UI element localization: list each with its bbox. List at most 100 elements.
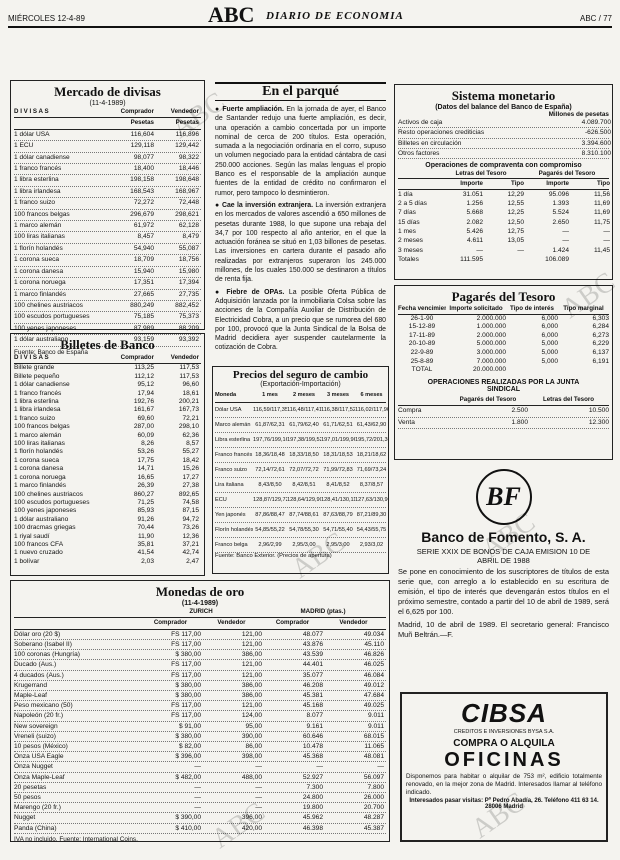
table-row: TOTAL 20.000.000 (398, 366, 609, 375)
cell: 127,63/130,90 (355, 497, 388, 503)
cell: 2.000.000 (476, 331, 506, 339)
cell: 15 días (398, 218, 420, 226)
cell: — (377, 763, 384, 771)
cell: 45.368 (302, 753, 323, 761)
table-row: Yen japonés 87,86/88,47 87,74/88,61 87,63/8… (215, 508, 386, 523)
cell: 161,67 (133, 406, 154, 414)
cell: 87,989 (133, 324, 154, 332)
cell: 6,000 (541, 331, 558, 339)
cell: 54,940 (133, 244, 154, 252)
cell: ECU (215, 497, 227, 503)
section-date: (11-4-1989) (89, 100, 126, 107)
cell: Nugget (14, 814, 36, 822)
paragraph-lead: Cae la inversión extranjera. (222, 201, 313, 209)
cell: 1 bolívar (14, 557, 40, 565)
cell: 6,284 (592, 323, 609, 331)
cell: 892,65 (178, 490, 199, 498)
table-row: 1 bolívar 2,03 2,47 (14, 558, 201, 566)
logo: CIBSA (461, 698, 547, 728)
table-row: 1 nuevo cruzado 41,54 42,74 (14, 549, 201, 557)
table-row: Onza Maple-Leaf $ 482,00 488,00 52.927 56.09… (14, 773, 386, 783)
cell: 1 franco suizo (14, 414, 56, 422)
cell: 95,12 (137, 381, 154, 389)
cell: 10 pesos (México) (14, 743, 68, 751)
cell: 1 franco suizo (14, 199, 56, 207)
cell: 52.927 (302, 773, 323, 781)
cell: — (603, 237, 610, 245)
table-row: Ducado (Aus.) FS 117,00 121,00 44.401 46.025 (14, 660, 386, 671)
table-row: Panda (China) $ 410,00 420,00 46.398 45.387 (14, 824, 386, 834)
cell: 1.256 (466, 200, 483, 208)
table-row: 100 liras italianas 8,457 8,479 (14, 232, 201, 244)
cell: 2.500 (511, 407, 528, 415)
cell: 1 dólar canadiense (14, 153, 70, 161)
cell: 1 dólar canadiense (14, 381, 70, 389)
cell: Letras del Tesoro (542, 395, 595, 403)
cell: Activos de caja (398, 119, 443, 126)
cell: 41,54 (137, 549, 154, 557)
cell: MADRID (ptas.) (300, 608, 346, 615)
cell: 72,21 (182, 414, 199, 422)
ad-subtitle: SERIE XXIX DE BONOS DE CAJA EMISION 10 D… (416, 547, 591, 565)
cell: 882,452 (175, 301, 199, 309)
cell: 45.962 (302, 814, 323, 822)
table-row: 1 corona danesa 14,71 15,26 (14, 465, 201, 473)
cell: 11,75 (593, 218, 610, 226)
ad-body: Se pone en conocimiento de los suscripto… (398, 567, 609, 616)
cibsa-ad: CIBSA CREDITOS E INVERSIONES BYSA S.A. COM… (400, 692, 608, 842)
cell: Vreneli (suizo) (14, 732, 56, 740)
subsection-title: OPERACIONES REALIZADAS POR LA JUNTA SIND… (427, 378, 580, 393)
cell: 7.800 (367, 783, 384, 791)
cell: 8,42/8,51 (292, 482, 316, 488)
table-row: Marengo (20 fr.) — — 19.800 20.700 (14, 803, 386, 814)
cell: 35,81 (137, 540, 154, 548)
cell: 17,75 (137, 456, 154, 464)
cell: 12,36 (182, 532, 199, 540)
cell: 10.478 (302, 743, 323, 751)
cell: 128,64/129,90 (287, 497, 321, 503)
cell: 15,26 (182, 465, 199, 473)
cell: 22-9-89 (410, 348, 434, 356)
cell: Franco suizo (215, 467, 248, 473)
cell: 61,972 (133, 222, 154, 230)
section-title: Sistema monetario (451, 88, 556, 103)
source: Fuente: Banco Exterior. (Precios de aper… (215, 553, 332, 559)
table-row: 1 marco alemán 60,09 62,36 (14, 432, 201, 440)
cell: 27,665 (133, 290, 154, 298)
cell: 1 libra irlandesa (14, 406, 61, 414)
cell: 95,00 (245, 722, 262, 730)
cell: 386,00 (241, 651, 262, 659)
section-title: Monedas de oro (155, 584, 245, 599)
cell: 48.287 (363, 814, 384, 822)
cell: 3 meses (398, 246, 423, 254)
ad-signature: Madrid, 10 de abril de 1989. El secretar… (398, 620, 609, 639)
cell: $ 380,00 (175, 732, 201, 740)
cell: 12,50 (507, 218, 524, 226)
cell: FS 117,00 (171, 641, 201, 649)
cell: 37,21 (182, 540, 199, 548)
cell: 45.381 (302, 692, 323, 700)
cell: 168,543 (130, 187, 154, 195)
cell: 8,37/8,57 (359, 482, 384, 488)
cell: 11,56 (593, 190, 610, 198)
cell: 1 dólar USA (14, 130, 50, 138)
sistema-box: Sistema monetario (Datos del balance del … (394, 84, 613, 280)
cell: 128,41/130,11 (321, 497, 355, 503)
cell: 5.426 (466, 227, 483, 235)
cell: 2,93/3,02 (359, 542, 384, 548)
cell: Napoleón (20 fr.) (14, 712, 64, 720)
cell: 100 francos belgas (14, 423, 70, 431)
cell: 8,479 (182, 233, 199, 241)
table-row: 1 franco francés 17,94 18,61 (14, 390, 201, 398)
cell: 4.611 (466, 237, 483, 245)
cell: Vendedor (339, 619, 368, 627)
cell: 95.096 (548, 190, 569, 198)
cell: 11,45 (593, 246, 610, 254)
cell: 54,78/55,30 (289, 527, 319, 533)
cell: 1 corona sueca (14, 256, 60, 264)
bullet: ● (215, 106, 223, 113)
cell: 46.025 (363, 661, 384, 669)
cell: — (255, 794, 262, 802)
cell: 12,29 (507, 190, 524, 198)
